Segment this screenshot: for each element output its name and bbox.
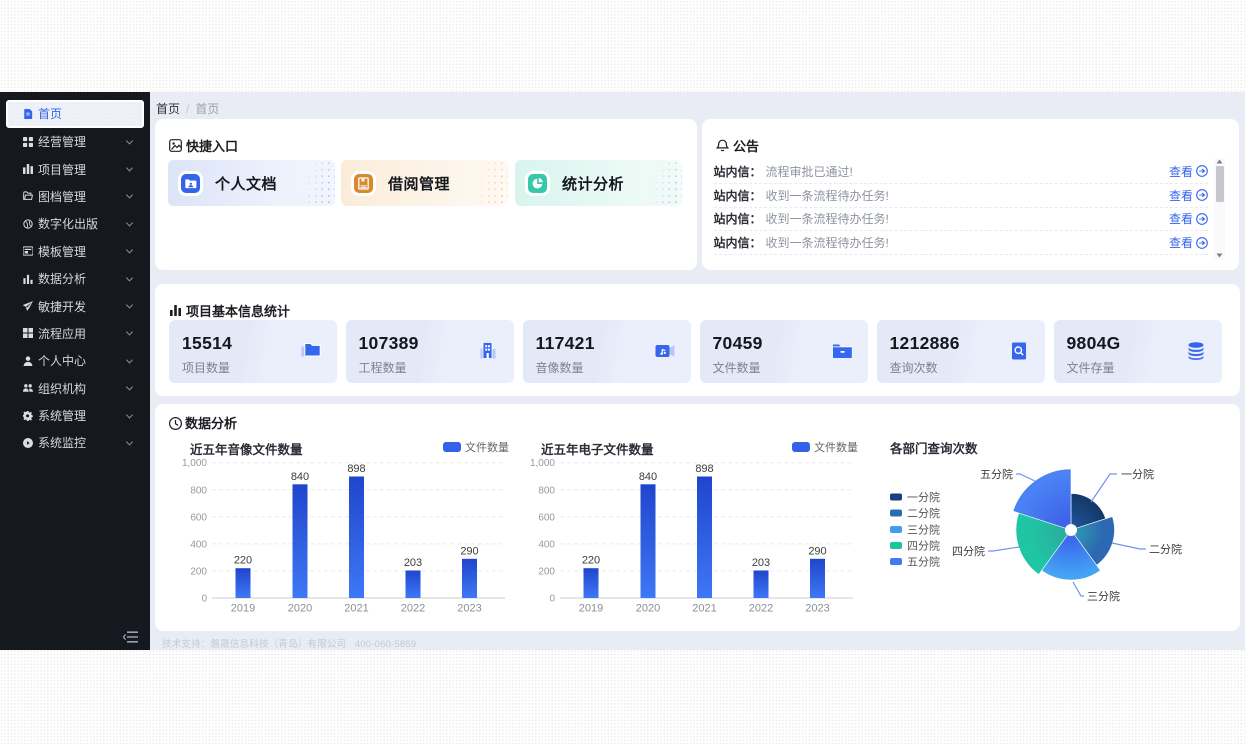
svg-text:400: 400 <box>538 539 555 550</box>
svg-text:220: 220 <box>582 555 600 567</box>
svg-text:840: 840 <box>291 471 309 483</box>
svg-text:290: 290 <box>808 545 826 557</box>
svg-text:2020: 2020 <box>636 603 660 615</box>
svg-text:200: 200 <box>538 566 555 577</box>
svg-text:200: 200 <box>190 566 207 577</box>
svg-text:1,000: 1,000 <box>530 458 555 469</box>
svg-text:二分院: 二分院 <box>907 506 940 520</box>
svg-text:0: 0 <box>201 594 207 605</box>
svg-text:四分院: 四分院 <box>952 544 985 558</box>
svg-text:600: 600 <box>190 512 207 523</box>
svg-text:文件数量: 文件数量 <box>465 440 509 454</box>
svg-text:2023: 2023 <box>805 603 829 615</box>
svg-text:898: 898 <box>347 463 365 475</box>
svg-text:五分院: 五分院 <box>907 555 940 569</box>
svg-text:840: 840 <box>639 471 657 483</box>
svg-text:600: 600 <box>538 512 555 523</box>
svg-text:三分院: 三分院 <box>1087 589 1120 603</box>
svg-text:400: 400 <box>190 539 207 550</box>
svg-text:800: 800 <box>538 485 555 496</box>
svg-text:290: 290 <box>460 545 478 557</box>
svg-text:2021: 2021 <box>692 603 716 615</box>
svg-text:2020: 2020 <box>288 603 312 615</box>
svg-text:数据分析: 数据分析 <box>185 416 237 431</box>
svg-text:一分院: 一分院 <box>907 490 940 504</box>
svg-text:2021: 2021 <box>344 603 368 615</box>
svg-text:2022: 2022 <box>401 603 425 615</box>
svg-text:2022: 2022 <box>749 603 773 615</box>
svg-text:203: 203 <box>404 557 422 569</box>
svg-text:二分院: 二分院 <box>1149 542 1182 556</box>
svg-text:四分院: 四分院 <box>907 539 940 553</box>
svg-text:800: 800 <box>190 485 207 496</box>
svg-text:各部门查询次数: 各部门查询次数 <box>889 441 978 456</box>
svg-text:文件数量: 文件数量 <box>814 440 858 454</box>
svg-text:近五年音像文件数量: 近五年音像文件数量 <box>190 442 303 457</box>
svg-text:2019: 2019 <box>579 603 603 615</box>
svg-text:220: 220 <box>234 555 252 567</box>
svg-text:1,000: 1,000 <box>182 458 207 469</box>
svg-text:898: 898 <box>695 463 713 475</box>
svg-text:2023: 2023 <box>457 603 481 615</box>
svg-text:三分院: 三分院 <box>907 523 940 537</box>
svg-text:0: 0 <box>549 594 555 605</box>
svg-text:五分院: 五分院 <box>980 467 1013 481</box>
svg-text:2019: 2019 <box>231 603 255 615</box>
svg-text:一分院: 一分院 <box>1121 467 1154 481</box>
svg-text:近五年电子文件数量: 近五年电子文件数量 <box>541 442 654 457</box>
svg-text:203: 203 <box>752 557 770 569</box>
